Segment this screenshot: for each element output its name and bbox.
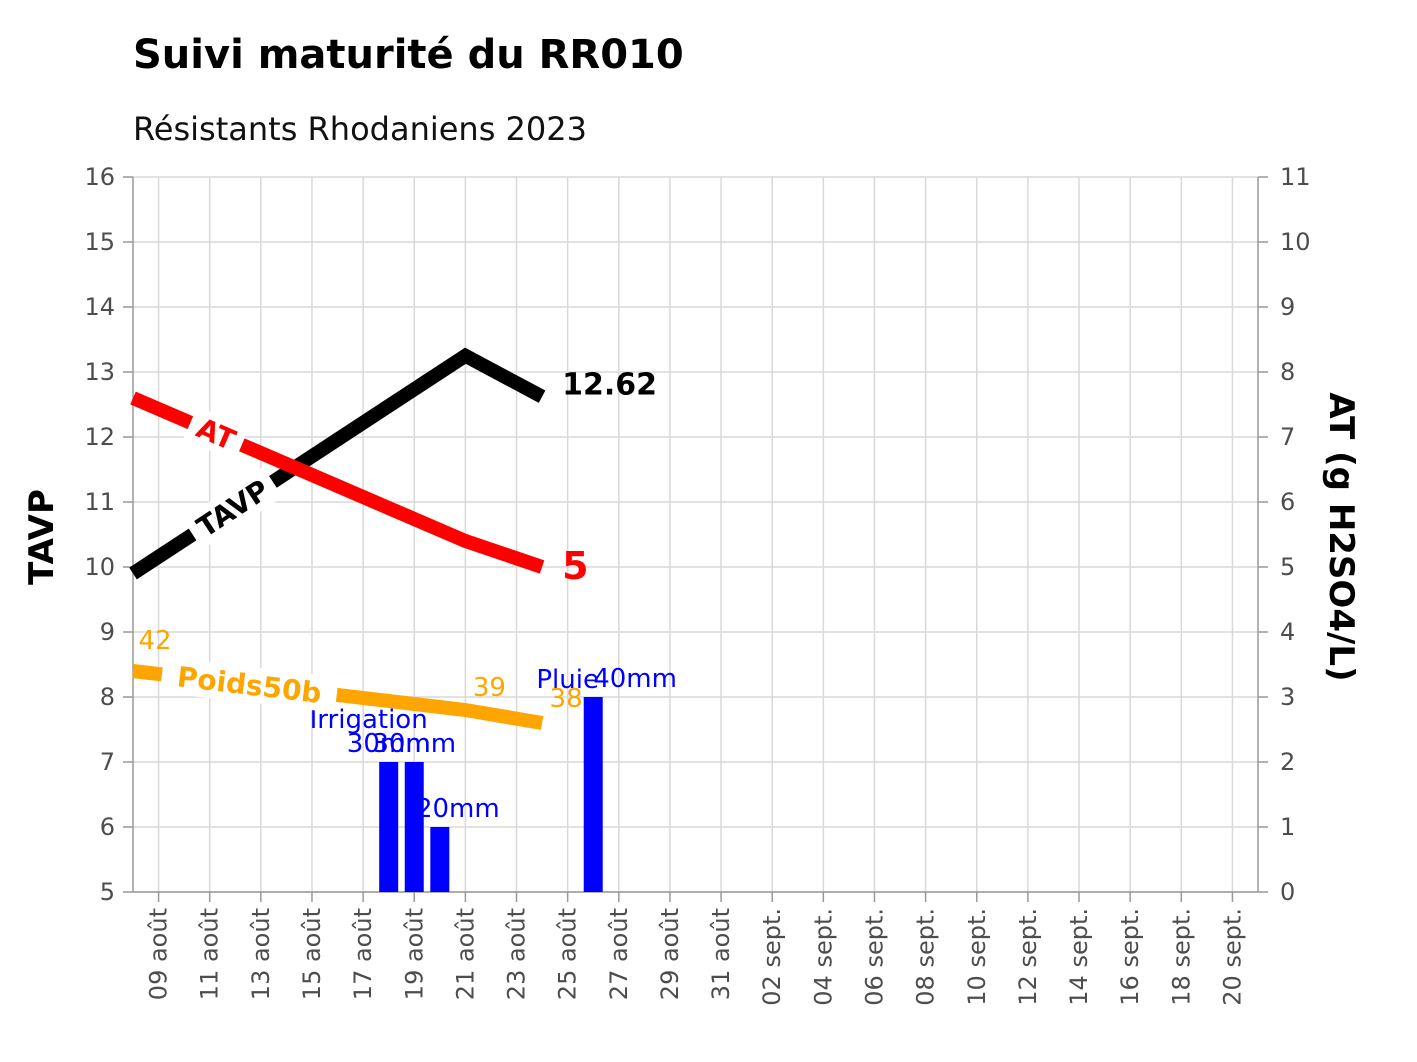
x-tick-label: 25 août [554,908,582,1000]
y-tick-label: 15 [84,228,115,256]
x-tick-label: 11 août [196,908,224,1000]
point-label: 38 [550,684,583,714]
chart-title: Suivi maturité du RR010 [133,32,684,78]
y2-tick-label: 0 [1280,878,1295,906]
series-label-bg [159,656,339,713]
y2-tick-label: 5 [1280,553,1295,581]
x-tick-label: 09 août [145,908,173,1000]
x-tick-label: 17 août [349,908,377,1000]
bar-label: 30mm [347,729,431,759]
y2-tick-label: 10 [1280,228,1311,256]
x-tick-label: 02 sept. [758,908,786,1006]
series-label: TAVP [191,473,275,544]
rain-bar [379,762,399,892]
y-tick-label: 13 [84,358,115,386]
x-tick-label: 06 sept. [860,908,888,1006]
y-tick-label: 16 [84,163,115,191]
y2-tick-label: 2 [1280,748,1295,776]
y-tick-label: 7 [100,748,115,776]
y-tick-label: 11 [84,488,115,516]
rain-bar [430,827,450,892]
x-tick-label: 18 sept. [1167,908,1195,1006]
y2-tick-label: 4 [1280,618,1295,646]
x-tick-label: 16 sept. [1116,908,1144,1006]
bar-label: 20mm [416,794,500,824]
y2-tick-label: 3 [1280,683,1295,711]
y-tick-label: 14 [84,293,115,321]
x-tick-label: 23 août [503,908,531,1000]
x-tick-label: 19 août [400,908,428,1000]
x-tick-label: 04 sept. [809,908,837,1006]
x-tick-label: 29 août [656,908,684,1000]
y-tick-label: 10 [84,553,115,581]
x-tick-label: 10 sept. [963,908,991,1006]
y2-tick-label: 11 [1280,163,1311,191]
x-tick-label: 14 sept. [1065,908,1093,1006]
x-tick-label: 20 sept. [1218,908,1246,1006]
series-label-bg [182,466,283,550]
y2-axis-title: AT (g H2SO4/L) [1321,392,1361,681]
chart-subtitle: Résistants Rhodaniens 2023 [133,110,587,148]
y-tick-label: 9 [100,618,115,646]
series-label-bg [183,406,249,462]
x-tick-label: 27 août [605,908,633,1000]
y2-tick-label: 6 [1280,488,1295,516]
series-line-at [130,391,545,574]
x-tick-label: 08 sept. [912,908,940,1006]
point-label: 42 [138,626,171,656]
x-tick-label: 13 août [247,908,275,1000]
y-tick-label: 5 [100,878,115,906]
bar-label: 30mm [372,729,456,759]
rain-bar [583,697,603,892]
y-axis-title: TAVP [22,489,62,585]
end-label: 12.62 [562,368,657,403]
bar-annotation: Pluie [536,665,599,695]
point-label: 39 [473,673,506,703]
y-tick-label: 6 [100,813,115,841]
y2-tick-label: 1 [1280,813,1295,841]
rain-bar [404,762,424,892]
bar-label: 40mm [593,664,677,694]
y2-tick-label: 9 [1280,293,1295,321]
grid [133,176,1258,893]
x-tick-label: 21 août [451,908,479,1000]
bars [379,697,603,892]
x-tick-label: 12 sept. [1014,908,1042,1006]
y2-tick-label: 8 [1280,358,1295,386]
y-tick-label: 8 [100,683,115,711]
end-label: 5 [562,544,588,588]
y-tick-label: 12 [84,423,115,451]
y2-tick-label: 7 [1280,423,1295,451]
x-tick-label: 31 août [707,908,735,1000]
x-tick-label: 15 août [298,908,326,1000]
